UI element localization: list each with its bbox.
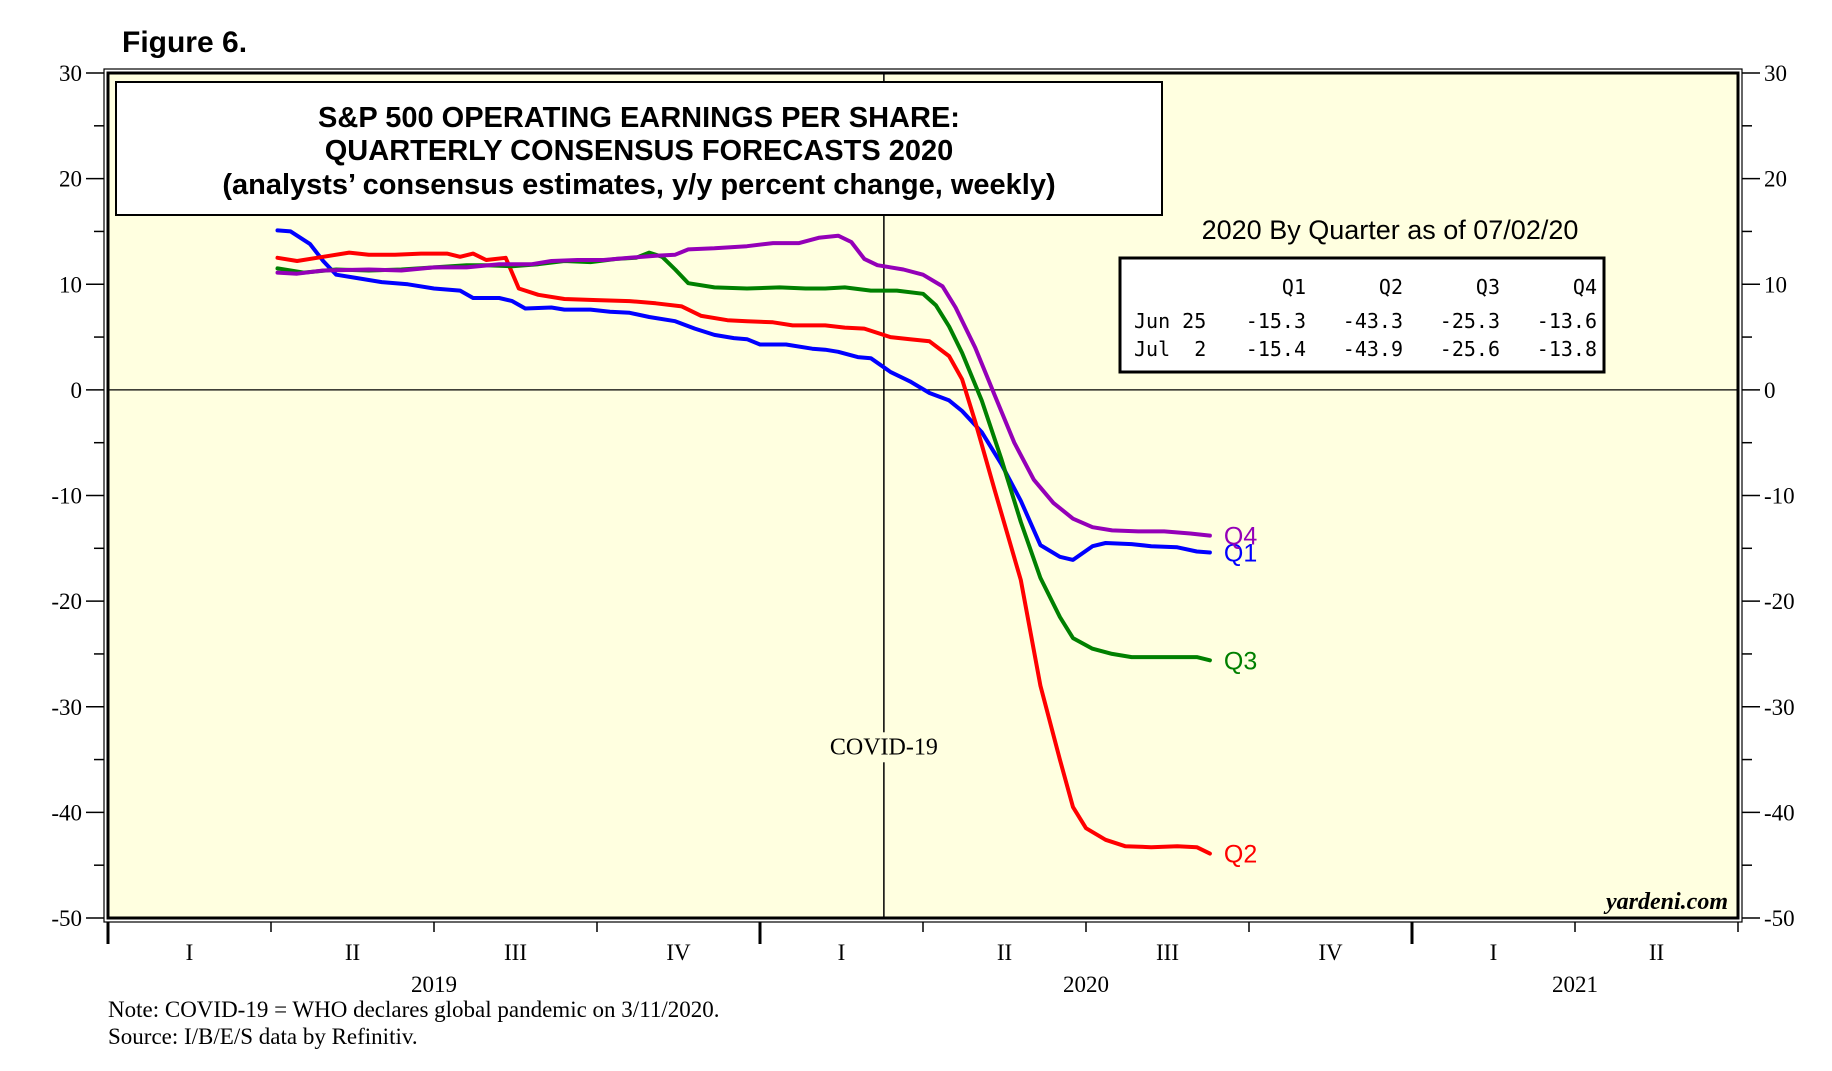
source-text: Source: I/B/E/S data by Refinitiv. <box>108 1024 418 1049</box>
legend-col-header: Q2 <box>1379 275 1403 299</box>
title-line-1: S&P 500 OPERATING EARNINGS PER SHARE: <box>318 102 960 134</box>
series-end-label-q2: Q2 <box>1224 841 1257 869</box>
series-line-q1 <box>275 228 1212 562</box>
y-tick-label-right: 20 <box>1764 167 1787 192</box>
legend-table-box <box>1118 256 1606 374</box>
watermark: yardeni.com <box>1603 889 1728 915</box>
series-line-q4 <box>275 233 1212 538</box>
y-tick-label-right: -30 <box>1764 695 1795 720</box>
y-tick-label-right: -40 <box>1764 800 1795 825</box>
y-tick-label-right: 30 <box>1764 61 1787 86</box>
x-year-label: 2019 <box>411 972 457 997</box>
annotation-bg <box>821 732 946 763</box>
series-end-label-q3: Q3 <box>1224 647 1257 675</box>
legend-row-date: Jun 25 <box>1134 309 1206 333</box>
y-tick-label-left: 20 <box>59 167 82 192</box>
title-line-3: (analysts’ consensus estimates, y/y perc… <box>222 169 1055 201</box>
y-axes: 30 30 20 20 10 10 0 0 -10 -10 -20 -20 -30 -30 -40 -40 -5… <box>51 61 1794 931</box>
x-quarter-label: III <box>1156 940 1179 965</box>
y-tick-label-left: -50 <box>51 906 82 931</box>
y-tick-label-left: 0 <box>71 378 83 403</box>
y-tick-label-right: -50 <box>1764 906 1795 931</box>
legend-table-title: 2020 By Quarter as of 07/02/20 <box>1202 215 1579 245</box>
x-year-label: 2020 <box>1063 972 1109 997</box>
legend-cell-value: -15.4 <box>1246 337 1306 361</box>
y-tick-label-left: 30 <box>59 61 82 86</box>
y-tick-label-right: 0 <box>1764 378 1776 403</box>
annotation-label: COVID-19 <box>830 734 938 760</box>
y-tick-label-left: -30 <box>51 695 82 720</box>
legend-cell-value: -13.6 <box>1537 309 1597 333</box>
series-line-q2 <box>275 250 1212 856</box>
legend-table: 2020 By Quarter as of 07/02/20 Q1 Q2 Q3 Q4 J… <box>1118 215 1606 374</box>
y-tick-label-left: -20 <box>51 589 82 614</box>
legend-cell-value: -43.9 <box>1343 337 1403 361</box>
x-quarter-label: II <box>997 940 1012 965</box>
x-quarter-label: IV <box>666 940 691 965</box>
x-quarter-label: IV <box>1318 940 1343 965</box>
x-quarter-label: II <box>1649 940 1664 965</box>
series-end-label-q4: Q4 <box>1224 523 1257 551</box>
series-end-label-q1: Q1 <box>1224 540 1257 568</box>
plot-frame <box>106 71 1740 920</box>
x-quarter-label: I <box>1490 940 1498 965</box>
x-quarter-label: II <box>345 940 360 965</box>
note-text: Note: COVID-19 = WHO declares global pan… <box>108 997 719 1022</box>
legend-cell-value: -43.3 <box>1343 309 1403 333</box>
x-quarter-label: I <box>186 940 194 965</box>
y-tick-label-right: -10 <box>1764 484 1795 509</box>
x-quarter-label: III <box>504 940 527 965</box>
legend-cell-value: -15.3 <box>1246 309 1306 333</box>
y-tick-label-right: -20 <box>1764 589 1795 614</box>
legend-col-header: Q4 <box>1573 275 1597 299</box>
y-tick-label-left: -10 <box>51 484 82 509</box>
legend-col-header: Q1 <box>1282 275 1306 299</box>
legend-cell-value: -25.3 <box>1440 309 1500 333</box>
legend-cell-value: -25.6 <box>1440 337 1500 361</box>
legend-col-header: Q3 <box>1476 275 1500 299</box>
y-tick-label-left: 10 <box>59 272 82 297</box>
legend-row-date: Jul 2 <box>1134 337 1206 361</box>
title-box: S&P 500 OPERATING EARNINGS PER SHARE: QU… <box>115 81 1163 216</box>
series-lines: Q1 Q2 Q3 Q4 <box>275 228 1257 869</box>
x-year-label: 2021 <box>1552 972 1598 997</box>
y-tick-label-right: 10 <box>1764 272 1787 297</box>
title-line-2: QUARTERLY CONSENSUS FORECASTS 2020 <box>325 135 953 167</box>
y-tick-label-left: -40 <box>51 800 82 825</box>
figure-label: Figure 6. <box>122 26 247 59</box>
legend-cell-value: -13.8 <box>1537 337 1597 361</box>
x-quarter-label: I <box>838 940 846 965</box>
